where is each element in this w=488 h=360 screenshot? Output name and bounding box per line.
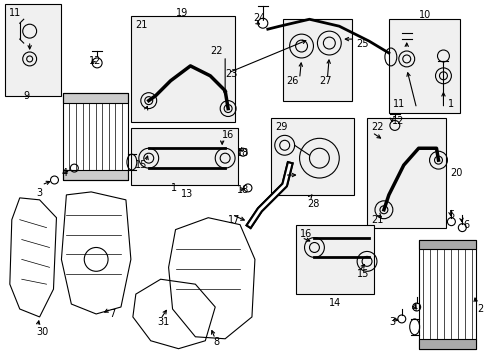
Bar	[131, 129, 238, 185]
Text: 19: 19	[175, 8, 187, 18]
Text: 18: 18	[237, 148, 249, 158]
Bar	[131, 16, 235, 122]
Text: 2: 2	[476, 304, 483, 314]
Text: 12: 12	[89, 56, 102, 66]
Text: 20: 20	[449, 168, 462, 178]
Bar	[63, 170, 128, 180]
Text: 4: 4	[411, 303, 417, 313]
Text: 1: 1	[170, 183, 176, 193]
Text: 16: 16	[299, 229, 311, 239]
Text: 15: 15	[356, 269, 369, 279]
Text: 22: 22	[210, 46, 223, 56]
Text: 26: 26	[286, 76, 299, 86]
Text: 25: 25	[355, 39, 368, 49]
Bar	[295, 225, 373, 294]
Text: 9: 9	[24, 91, 30, 101]
Text: 5: 5	[447, 210, 454, 220]
Text: 13: 13	[180, 189, 192, 199]
Text: 18: 18	[237, 185, 249, 195]
Bar	[388, 19, 459, 113]
Bar	[366, 118, 446, 228]
Text: 15: 15	[135, 160, 147, 170]
Text: 30: 30	[37, 327, 49, 337]
Bar	[418, 339, 475, 349]
Bar	[5, 4, 61, 96]
Text: 10: 10	[418, 10, 430, 20]
Bar	[418, 239, 475, 249]
Text: 29: 29	[274, 122, 286, 132]
Text: 4: 4	[61, 168, 67, 178]
Bar	[282, 19, 351, 100]
Text: 24: 24	[252, 13, 265, 23]
Text: 6: 6	[462, 220, 468, 230]
Bar	[63, 93, 128, 180]
Text: 31: 31	[157, 317, 169, 327]
Text: 17: 17	[228, 215, 240, 225]
Text: 11: 11	[392, 99, 404, 109]
Text: 21: 21	[370, 215, 383, 225]
Text: 11: 11	[9, 8, 21, 18]
Text: 14: 14	[328, 298, 341, 308]
Bar	[63, 93, 128, 103]
Text: 28: 28	[307, 199, 319, 209]
Text: 16: 16	[222, 130, 234, 140]
Text: 27: 27	[319, 76, 331, 86]
Text: 8: 8	[213, 337, 219, 347]
Bar	[270, 118, 353, 195]
Text: 7: 7	[109, 309, 115, 319]
Text: 3: 3	[37, 188, 42, 198]
Text: 3: 3	[388, 317, 394, 327]
Text: 23: 23	[224, 69, 237, 79]
Text: 12: 12	[391, 116, 404, 126]
Bar	[418, 239, 475, 349]
Text: 21: 21	[135, 20, 147, 30]
Text: 22: 22	[370, 122, 383, 132]
Text: 1: 1	[447, 99, 454, 109]
